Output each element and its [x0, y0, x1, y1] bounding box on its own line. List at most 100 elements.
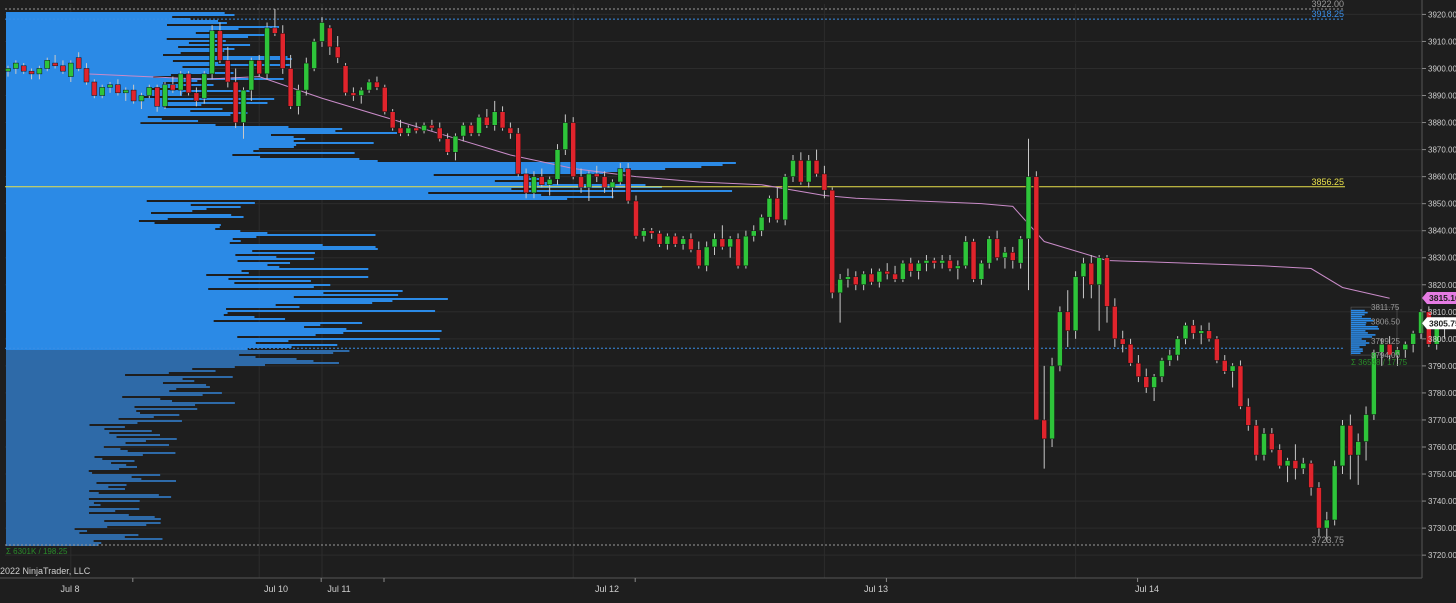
candle [625, 163, 631, 204]
candle-body [68, 62, 74, 77]
candle [719, 225, 726, 250]
y-tick-label: 3790.00 [1428, 362, 1456, 371]
profile-bar [6, 394, 203, 396]
profile-bar [6, 480, 177, 482]
profile-bar [6, 44, 251, 46]
profile-bar [6, 350, 350, 352]
candle-body [162, 84, 168, 107]
candle-body [633, 200, 639, 237]
candle [1002, 246, 1008, 269]
profile-bar [6, 262, 291, 264]
candle-body [193, 92, 200, 102]
candle [594, 165, 600, 183]
candle [813, 149, 820, 177]
candle [5, 65, 11, 77]
profile-bar [6, 484, 127, 486]
profile-bar [6, 334, 316, 336]
candle [860, 271, 867, 291]
candle-body [970, 241, 977, 280]
candle-body [798, 160, 804, 183]
candle-body [1065, 311, 1071, 331]
candle-body [1080, 262, 1087, 277]
candle [1159, 357, 1165, 383]
profile-bar [6, 346, 292, 348]
candle [1347, 414, 1354, 480]
candle-body [374, 81, 380, 88]
profile-bar [6, 344, 338, 346]
candle [13, 60, 19, 74]
candle [1112, 298, 1118, 347]
profile-bar [6, 240, 241, 242]
time-axis[interactable]: Jul 8 Jul 10 Jul 11 Jul 12 Jul 13 Jul 14 [0, 577, 1422, 594]
candle-body [28, 70, 35, 75]
candle [1402, 341, 1409, 358]
candle-body [696, 249, 702, 267]
profile-bar [6, 196, 614, 198]
candle-body [829, 189, 835, 294]
profile-bar [6, 252, 315, 254]
candle-body [225, 60, 231, 83]
profile-bar [6, 36, 249, 38]
profile-bar [6, 124, 216, 126]
candle [970, 238, 977, 283]
profile-bar [6, 442, 126, 444]
candle [1214, 336, 1220, 364]
candle-body [1096, 257, 1102, 286]
profile-bar [6, 338, 440, 340]
candle-body [429, 125, 435, 129]
profile-bar [6, 342, 256, 344]
candle-body [790, 160, 796, 177]
candle [83, 63, 90, 85]
profile-bar [6, 188, 512, 190]
price-axis[interactable]: 3720.00 3730.00 3740.00 3750.00 3760.00 3770.… [1421, 0, 1456, 578]
candle [1041, 365, 1047, 469]
candle [1167, 349, 1173, 366]
candle [1017, 236, 1024, 269]
candle-body [154, 87, 160, 107]
profile-bar [6, 200, 147, 202]
candle [515, 127, 521, 177]
candle-body [499, 111, 506, 129]
profile-bar [6, 502, 94, 504]
candle-body [1025, 176, 1032, 240]
candle [876, 268, 883, 288]
current-price-tag-bg [1422, 317, 1456, 330]
profile-bar [6, 190, 733, 192]
x-tick-label: Jul 10 [264, 584, 288, 594]
profile-bar [6, 68, 215, 70]
candle [327, 25, 333, 55]
candle [931, 257, 938, 269]
candle [491, 100, 498, 131]
candle [798, 152, 804, 185]
candle-body [805, 160, 812, 183]
candle-body [123, 89, 129, 94]
profile-bar [6, 404, 196, 406]
candle-body [342, 65, 349, 94]
candle-body [1041, 419, 1047, 440]
profile-bar [6, 282, 235, 284]
candle-body [1371, 352, 1377, 415]
y-tick-label: 3740.00 [1428, 497, 1456, 506]
candle [1379, 338, 1385, 366]
profile-bar [6, 176, 530, 178]
candle [248, 57, 255, 101]
candle [1143, 368, 1149, 393]
candle [1253, 419, 1259, 461]
candle-body [562, 122, 569, 150]
candle [287, 54, 294, 110]
candle-body [334, 46, 341, 58]
candle [1237, 360, 1244, 410]
profile-bar [6, 194, 542, 196]
candle-body [405, 127, 412, 134]
candle-body [523, 173, 529, 194]
profile-bar [6, 298, 448, 300]
profile-bar [6, 330, 442, 332]
candle-body [75, 57, 82, 69]
profile-bar [6, 150, 254, 152]
candle [146, 84, 153, 99]
profile-bar [6, 528, 75, 530]
profile-bar [6, 432, 110, 434]
